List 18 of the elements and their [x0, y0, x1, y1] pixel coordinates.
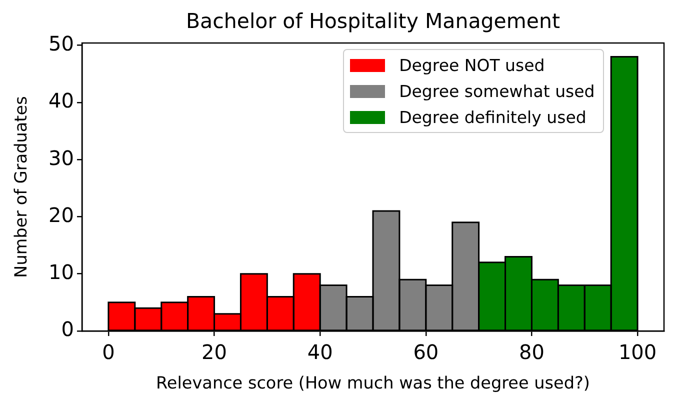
x-tick-label: 20 — [202, 340, 227, 364]
x-tick-label: 100 — [618, 340, 657, 364]
y-tick-label: 40 — [48, 88, 74, 113]
y-tick-label: 0 — [61, 317, 74, 342]
x-axis-title: Relevance score (How much was the degree used?) — [156, 372, 590, 392]
x-tick-label: 60 — [413, 340, 439, 364]
y-tick-label: 20 — [48, 202, 74, 227]
y-tick-label: 10 — [48, 260, 74, 284]
x-tick-label: 0 — [102, 340, 115, 364]
x-tick-label: 80 — [519, 340, 544, 364]
legend-label: Degree somewhat used — [399, 82, 595, 100]
y-axis-title: Number of Graduates — [10, 96, 30, 278]
y-tick-label: 50 — [48, 31, 74, 56]
y-tick-label: 30 — [48, 146, 74, 170]
chart-title: Bachelor of Hospitality Management — [186, 8, 560, 33]
x-tick-label: 40 — [307, 340, 333, 364]
legend-label: Degree NOT used — [399, 56, 545, 74]
legend-label: Degree definitely used — [399, 108, 586, 126]
